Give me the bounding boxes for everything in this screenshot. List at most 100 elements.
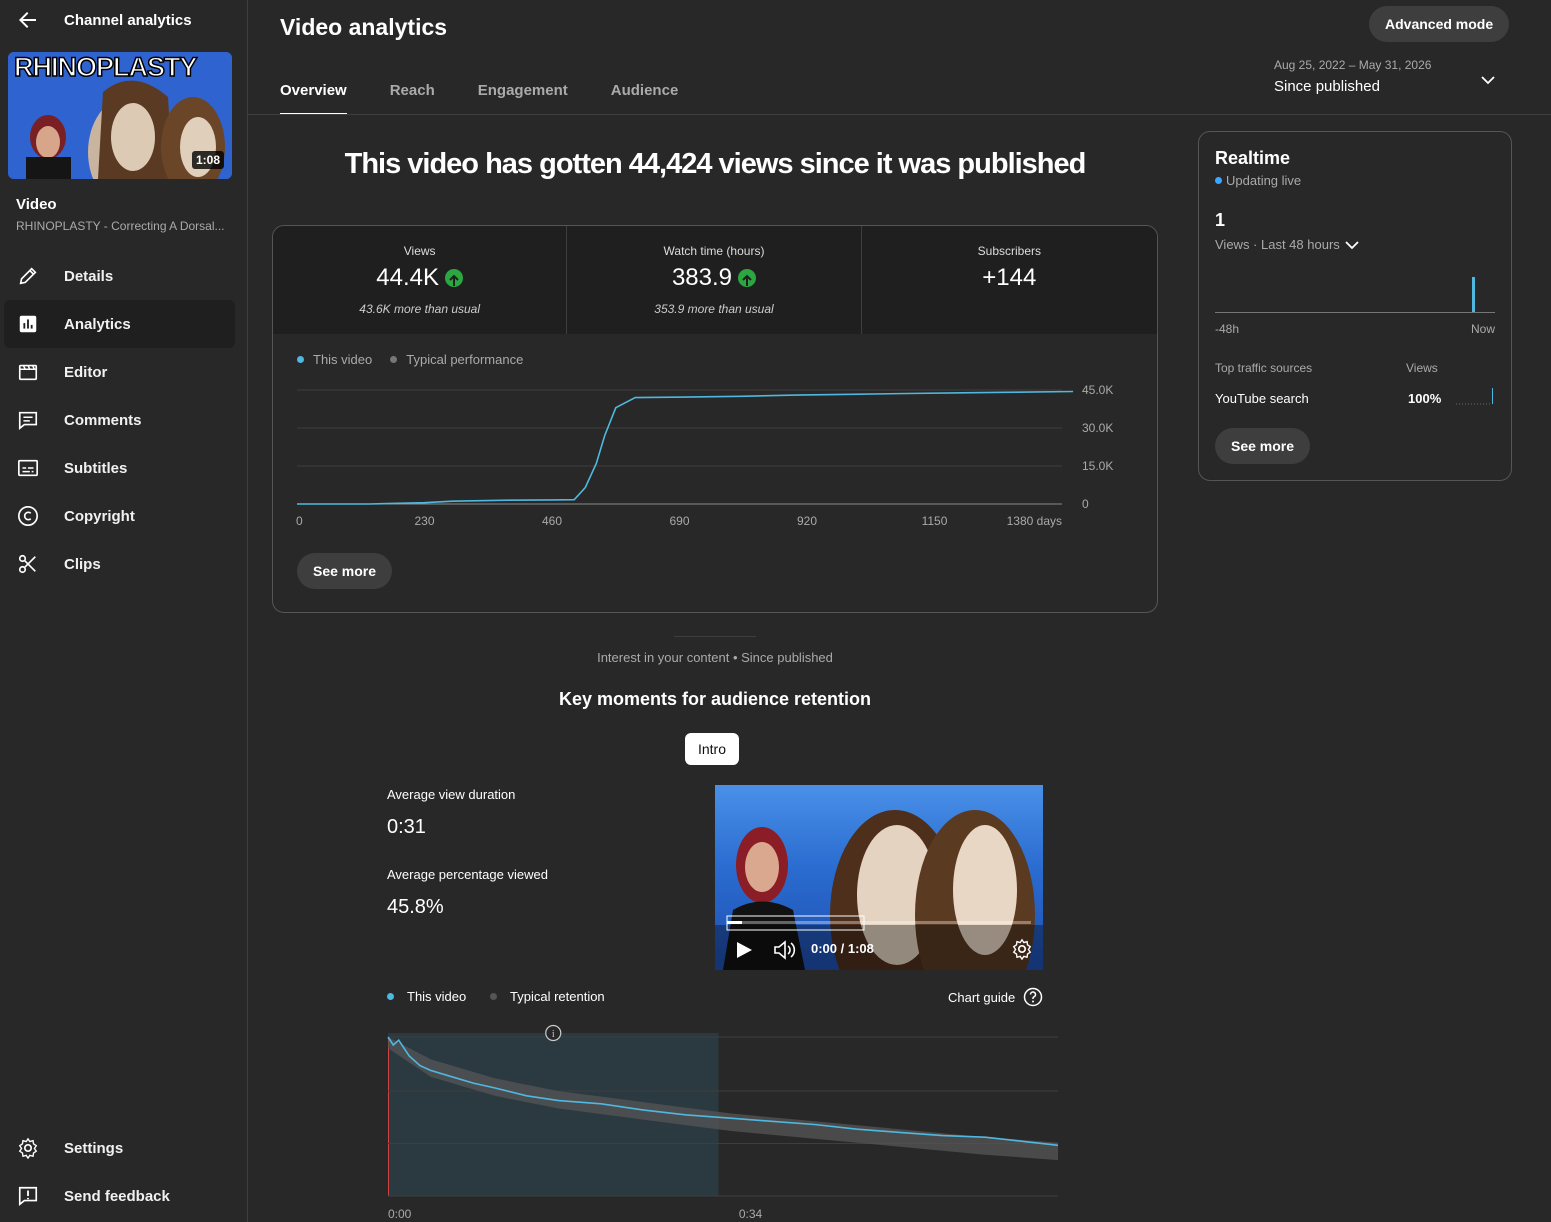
realtime-views-dropdown[interactable]: Views · Last 48 hours xyxy=(1215,237,1359,252)
metric-value-row: +144 xyxy=(862,264,1157,292)
intro-chip[interactable]: Intro xyxy=(685,733,739,765)
tab-audience[interactable]: Audience xyxy=(610,82,679,99)
page-title: Video analytics xyxy=(280,14,448,40)
y-tick-label: 15.0K xyxy=(1082,459,1113,473)
x-tick-label: 920 xyxy=(797,514,817,528)
avg-view-duration-value: 0:31 xyxy=(387,816,426,838)
pencil-icon xyxy=(16,264,40,288)
player-time: 0:00 / 1:08 xyxy=(811,941,874,956)
tab-bar: Overview Reach Engagement Audience xyxy=(280,70,721,115)
thumbnail-brand-text: RHINOPLASTY xyxy=(13,52,198,83)
avg-percentage-label: Average percentage viewed xyxy=(387,867,548,882)
legend-dot xyxy=(387,993,394,1000)
sidebar-item-analytics[interactable]: Analytics xyxy=(4,300,235,348)
views-chart[interactable]: 0 15.0K 30.0K 45.0K 0 230 460 690 920 1150 1380 da… xyxy=(273,366,1158,536)
metric-value-row: 383.9 xyxy=(567,264,860,292)
period-text: Since published xyxy=(1274,78,1380,95)
views-header: Views xyxy=(1406,361,1438,375)
video-frame xyxy=(715,810,1043,970)
play-icon[interactable] xyxy=(735,941,753,959)
x-tick-label: 230 xyxy=(414,514,434,528)
sidebar: Channel analytics RHINOPLASTY 1:08 Video… xyxy=(0,0,248,1222)
legend-label: This video xyxy=(313,352,373,367)
tab-engagement[interactable]: Engagement xyxy=(477,82,568,99)
legend-item-typical: Typical performance xyxy=(390,352,523,367)
chevron-down-icon xyxy=(1345,240,1359,249)
chevron-down-icon[interactable] xyxy=(1480,72,1496,88)
tab-overview[interactable]: Overview xyxy=(280,70,347,115)
avg-percentage-value: 45.8% xyxy=(387,896,444,918)
settings-gear-icon[interactable] xyxy=(1011,938,1033,960)
sidebar-item-copyright[interactable]: Copyright xyxy=(4,492,235,540)
date-range-picker[interactable]: Aug 25, 2022 – May 31, 2026 Since publis… xyxy=(1274,58,1431,95)
chart-legend: This video Typical performance xyxy=(297,352,541,367)
realtime-title: Realtime xyxy=(1215,148,1291,168)
player-controls xyxy=(726,915,1031,931)
metric-subscribers[interactable]: Subscribers +144 xyxy=(861,226,1157,334)
metric-value: +144 xyxy=(982,264,1037,291)
info-icon-glyph: i xyxy=(552,1029,555,1040)
typical-retention-band xyxy=(388,1037,1058,1161)
legend-dot xyxy=(390,356,398,363)
analytics-icon xyxy=(16,312,40,336)
views-headline: This video has gotten 44,424 views since… xyxy=(344,148,1087,180)
sidebar-item-details[interactable]: Details xyxy=(4,252,235,300)
copyright-icon xyxy=(16,504,40,528)
realtime-count: 1 xyxy=(1215,210,1226,230)
video-label: Video xyxy=(16,196,57,213)
scissors-icon xyxy=(16,552,40,576)
traffic-source-name: YouTube search xyxy=(1215,391,1309,406)
legend-dot xyxy=(490,993,497,1000)
metric-label: Views xyxy=(403,244,436,258)
traffic-source-pct: 100% xyxy=(1408,391,1442,406)
retention-chart[interactable]: 0%33%66%100%i0:000:341:08 xyxy=(378,1020,1058,1222)
sidebar-item-label: Editor xyxy=(64,363,108,381)
sidebar-item-editor[interactable]: Editor xyxy=(4,348,235,396)
sidebar-item-clips[interactable]: Clips xyxy=(4,540,235,588)
metric-note: 353.9 more than usual xyxy=(654,302,774,316)
metric-value-row: 44.4K xyxy=(273,264,566,292)
chart-guide-label: Chart guide xyxy=(948,989,1016,1005)
realtime-axis-end: Now xyxy=(1470,322,1495,336)
sidebar-item-comments[interactable]: Comments xyxy=(4,396,235,444)
metric-note: 43.6K more than usual xyxy=(359,302,481,316)
sidebar-title: Channel analytics xyxy=(64,11,192,29)
metric-label: Subscribers xyxy=(977,244,1041,258)
x-tick-label: 690 xyxy=(669,514,689,528)
y-tick-label: 45.0K xyxy=(1082,383,1113,397)
interest-subtitle: Interest in your content • Since publish… xyxy=(597,650,833,665)
sidebar-nav: Details Analytics Editor Comments Subtit… xyxy=(4,252,235,588)
video-player[interactable]: 0:00 / 1:08 xyxy=(715,785,1043,970)
realtime-status-text: Updating live xyxy=(1226,173,1302,188)
x-tick-label: 1380 days xyxy=(1007,514,1062,528)
sidebar-item-subtitles[interactable]: Subtitles xyxy=(4,444,235,492)
sidebar-item-label: Send feedback xyxy=(64,1187,170,1205)
metric-views[interactable]: Views 44.4K 43.6K more than usual xyxy=(273,226,568,334)
traffic-sources-header: Top traffic sources xyxy=(1215,361,1313,375)
tab-reach[interactable]: Reach xyxy=(389,82,435,99)
sidebar-item-label: Subtitles xyxy=(64,459,128,477)
sidebar-header: Channel analytics xyxy=(16,8,192,32)
x-tick-label: 1150 xyxy=(922,514,948,528)
back-arrow-icon[interactable] xyxy=(16,8,40,32)
volume-icon[interactable] xyxy=(773,939,797,961)
y-tick-label: 30.0K xyxy=(1082,421,1113,435)
realtime-bar-chart[interactable] xyxy=(1215,272,1496,314)
chart-guide-link[interactable]: Chart guide xyxy=(948,987,1043,1007)
metric-value: 44.4K xyxy=(376,264,440,291)
date-range-text: Aug 25, 2022 – May 31, 2026 xyxy=(1274,58,1432,72)
section-divider xyxy=(674,636,756,637)
sidebar-item-send-feedback[interactable]: Send feedback xyxy=(4,1172,235,1220)
sidebar-item-settings[interactable]: Settings xyxy=(4,1124,235,1172)
advanced-mode-button[interactable]: Advanced mode xyxy=(1369,6,1510,42)
legend-item-this-video: This video xyxy=(297,352,372,367)
metric-watch-time[interactable]: Watch time (hours) 383.9 353.9 more than… xyxy=(567,226,862,334)
gear-icon xyxy=(16,1136,40,1160)
metrics-row: Views 44.4K 43.6K more than usual Watch … xyxy=(273,226,1157,334)
main-content: Video analytics Advanced mode Overview R… xyxy=(248,0,1551,1222)
progress-track xyxy=(727,921,1031,924)
see-more-button[interactable]: See more xyxy=(297,553,393,589)
video-thumbnail[interactable]: RHINOPLASTY 1:08 xyxy=(8,52,232,179)
y-tick-label: 0 xyxy=(1082,497,1089,511)
realtime-see-more-button[interactable]: See more xyxy=(1215,428,1311,464)
